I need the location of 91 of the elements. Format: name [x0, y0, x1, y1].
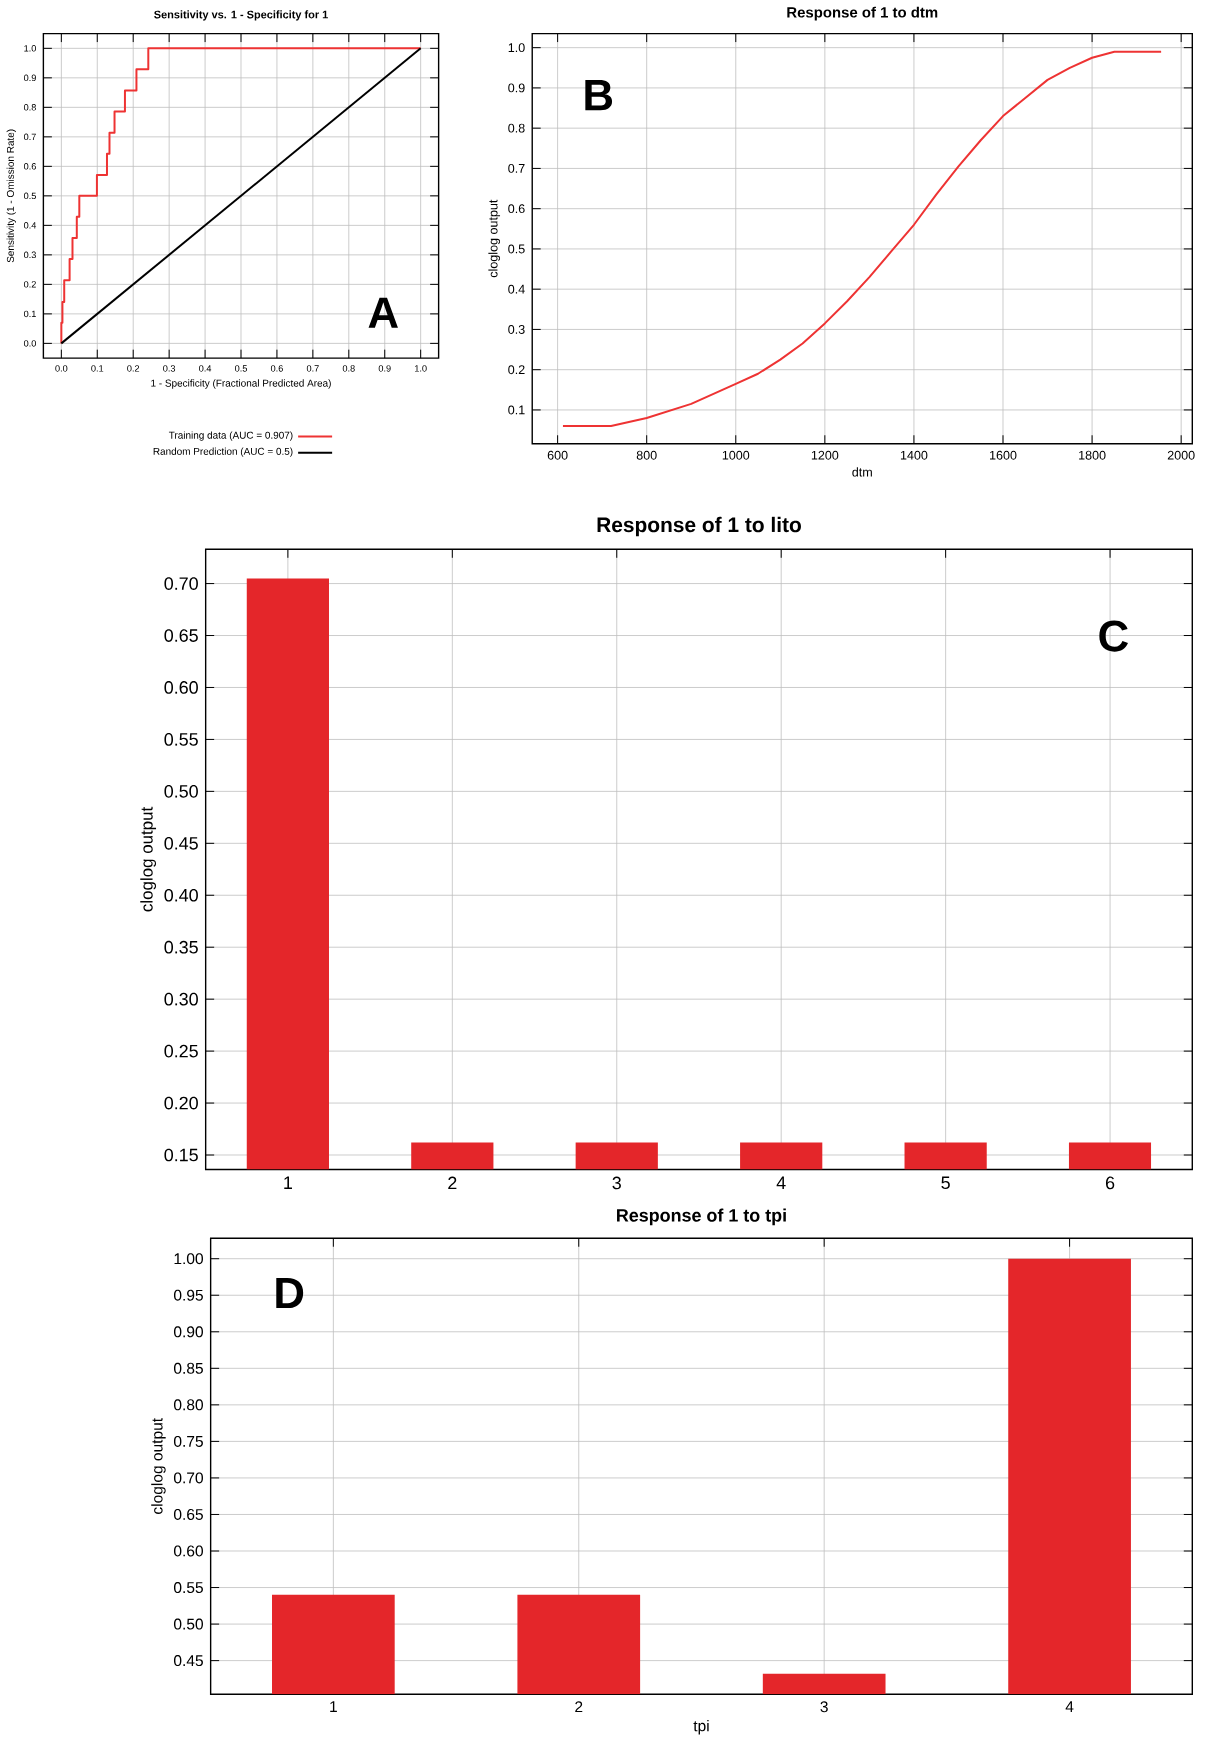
x-tick-label: 2000	[1167, 450, 1195, 460]
y-tick-label: 0.60	[164, 681, 198, 694]
x-tick-label: 0.6	[270, 365, 283, 372]
x-tick-label: 0.7	[306, 365, 319, 372]
y-tick-label: 0.1	[23, 310, 36, 318]
x-tick-label: 800	[636, 450, 657, 460]
y-tick-label: 0.70	[164, 577, 198, 590]
y-tick-label: 0.7	[23, 133, 36, 141]
x-tick-label: 1	[330, 1701, 337, 1712]
y-tick-label: 0.9	[508, 83, 525, 93]
y-tick-label: 0.45	[173, 1655, 203, 1667]
x-tick-label: 1.0	[414, 365, 427, 372]
x-tick-label: 4	[776, 1176, 786, 1189]
y-tick-label: 0.50	[173, 1618, 203, 1630]
y-tick-label: 0.30	[164, 992, 198, 1006]
x-tick-label: 600	[547, 450, 568, 460]
annotation: B	[585, 80, 612, 111]
x-tick-label: 2	[448, 1176, 457, 1190]
x-tick-label: 6	[1105, 1176, 1115, 1190]
y-tick-label: 0.2	[23, 281, 36, 288]
x-tick-label: 3	[612, 1176, 621, 1190]
y-tick-label: 0.70	[173, 1472, 203, 1484]
y-axis-title: cloglog output	[488, 199, 500, 278]
y-tick-label: 0.0	[23, 340, 36, 347]
y-tick-label: 0.25	[164, 1044, 198, 1058]
x-axis-title: dtm	[852, 467, 872, 477]
annotation: D	[276, 1277, 304, 1309]
y-tick-label: 0.8	[508, 123, 525, 133]
x-tick-label: 1000	[722, 450, 750, 460]
chart-title: Response of 1 to tpi	[616, 1208, 786, 1226]
y-tick-label: 0.50	[164, 785, 198, 798]
x-axis-title: tpi	[693, 1719, 709, 1735]
y-tick-label: 0.40	[164, 888, 198, 902]
y-tick-label: 0.6	[23, 163, 36, 170]
x-tick-label: 3	[820, 1701, 828, 1713]
chart-title: Response of 1 to dtm	[787, 6, 938, 21]
y-axis-title: cloglog output	[151, 1418, 166, 1514]
y-axis-title: cloglog output	[140, 806, 156, 912]
y-tick-label: 0.45	[164, 836, 198, 850]
x-axis-title: 1 - Specificity (Fractional Predicted Area)	[151, 379, 331, 389]
x-tick-label: 0.0	[55, 365, 68, 372]
y-axis-title: Sensitivity (1 - Omission Rate)	[6, 129, 16, 263]
y-tick-label: 0.65	[173, 1508, 203, 1520]
x-tick-label: 0.1	[91, 365, 104, 372]
y-tick-label: 0.35	[164, 940, 198, 954]
y-tick-label: 0.3	[508, 324, 525, 334]
y-tick-label: 0.80	[173, 1399, 203, 1411]
y-tick-label: 0.7	[508, 163, 525, 173]
y-tick-label: 1.0	[24, 45, 36, 52]
x-tick-label: 0.4	[198, 365, 212, 372]
y-tick-label: 0.65	[164, 629, 198, 642]
legend-label: Random Prediction (AUC = 0.5)	[153, 447, 293, 457]
y-tick-label: 0.5	[23, 192, 36, 200]
x-tick-label: 1600	[989, 450, 1017, 460]
y-tick-label: 0.90	[173, 1326, 203, 1338]
y-tick-label: 0.20	[164, 1096, 198, 1110]
y-tick-label: 1.0	[508, 43, 525, 53]
y-tick-label: 0.15	[164, 1148, 198, 1162]
y-tick-label: 1.00	[174, 1253, 203, 1265]
chart-title: Sensitivity vs. 1 - Specificity for 1	[153, 10, 328, 21]
x-tick-label: 1200	[811, 450, 839, 460]
x-tick-label: 0.5	[234, 365, 247, 372]
annotation: C	[1099, 620, 1128, 652]
legend-label: Training data (AUC = 0.907)	[168, 431, 293, 441]
x-tick-label: 1400	[900, 450, 928, 460]
x-tick-label: 1800	[1078, 450, 1106, 460]
x-tick-label: 1	[284, 1176, 292, 1189]
chart-title: Response of 1 to lito	[597, 516, 801, 537]
x-tick-label: 5	[941, 1176, 950, 1190]
line-series	[60, 47, 422, 345]
y-tick-label: 0.3	[23, 251, 36, 259]
x-tick-label: 0.8	[342, 365, 355, 372]
y-tick-label: 0.4	[23, 222, 36, 229]
y-tick-label: 0.55	[173, 1582, 203, 1594]
line-series	[561, 50, 1163, 428]
y-tick-label: 0.60	[173, 1545, 203, 1557]
y-tick-label: 0.85	[173, 1362, 203, 1374]
y-tick-label: 0.75	[173, 1435, 203, 1447]
y-tick-label: 0.55	[164, 733, 198, 746]
y-tick-label: 0.4	[508, 284, 525, 294]
y-tick-label: 0.1	[508, 405, 525, 415]
x-tick-label: 0.9	[378, 365, 391, 372]
x-tick-label: 4	[1065, 1701, 1074, 1712]
annotation: A	[368, 297, 398, 328]
y-tick-label: 0.95	[173, 1289, 203, 1301]
y-tick-label: 0.9	[23, 74, 36, 82]
y-tick-label: 0.5	[508, 244, 525, 254]
y-tick-label: 0.8	[23, 104, 36, 111]
x-tick-label: 0.2	[127, 365, 139, 372]
x-tick-label: 2	[575, 1701, 583, 1713]
y-tick-label: 0.6	[508, 204, 525, 214]
